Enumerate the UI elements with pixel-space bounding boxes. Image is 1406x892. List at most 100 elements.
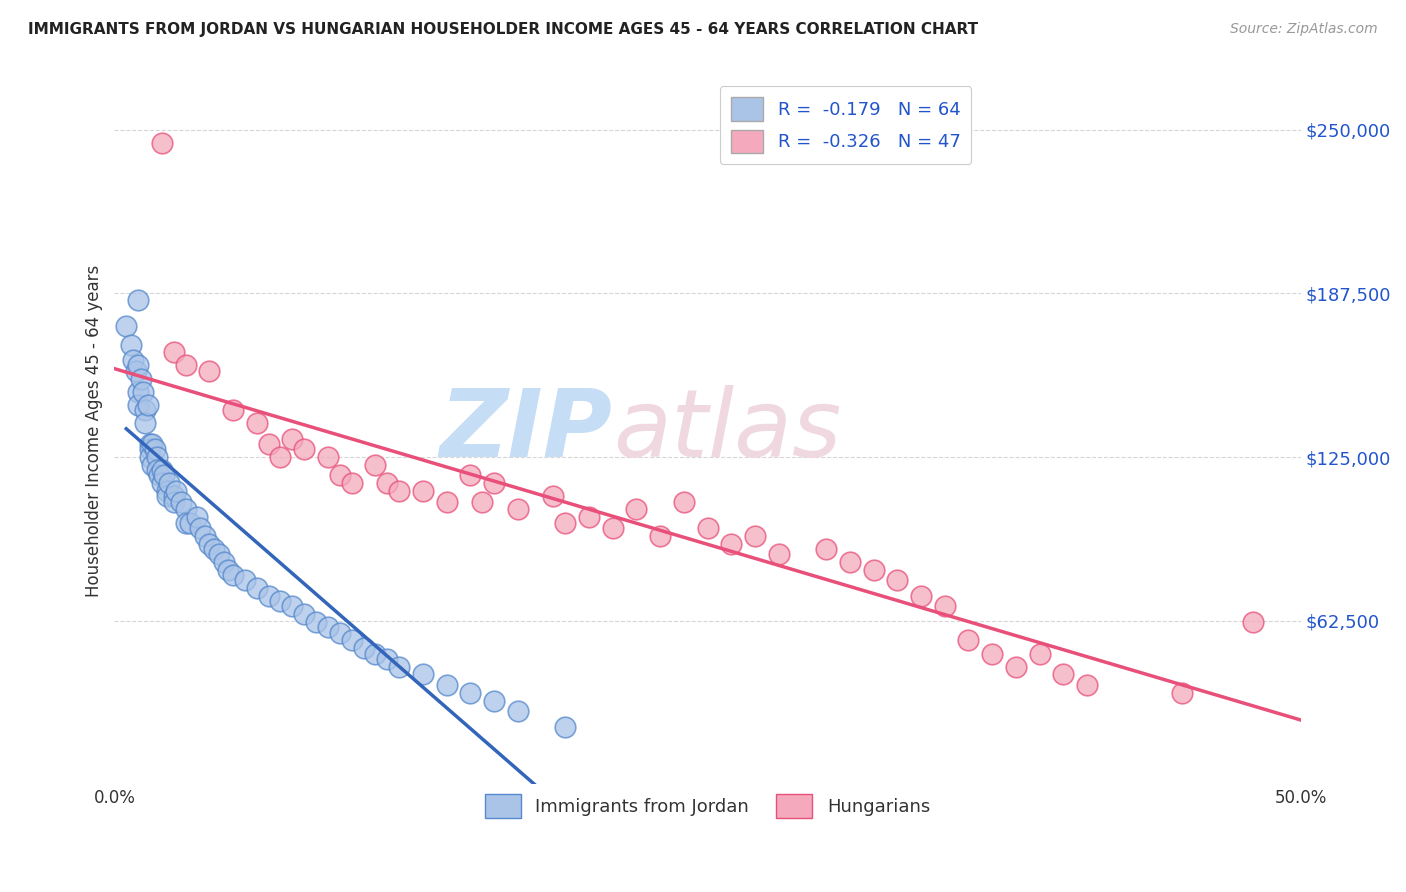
Point xyxy=(163,345,186,359)
Point xyxy=(305,615,328,629)
Point xyxy=(127,293,149,307)
Point xyxy=(1241,615,1264,629)
Point xyxy=(217,563,239,577)
Point xyxy=(934,599,956,614)
Text: atlas: atlas xyxy=(613,385,841,476)
Point xyxy=(981,647,1004,661)
Point xyxy=(412,667,434,681)
Point xyxy=(222,403,245,417)
Point xyxy=(364,647,387,661)
Point xyxy=(862,563,884,577)
Point xyxy=(127,359,149,373)
Point xyxy=(246,416,269,430)
Point xyxy=(165,484,187,499)
Point xyxy=(150,476,173,491)
Text: ZIP: ZIP xyxy=(440,385,613,477)
Point xyxy=(696,521,718,535)
Point xyxy=(146,463,169,477)
Point xyxy=(150,136,173,150)
Point xyxy=(222,568,245,582)
Point xyxy=(150,463,173,477)
Point xyxy=(179,516,201,530)
Point xyxy=(174,359,197,373)
Point xyxy=(340,633,363,648)
Point xyxy=(163,494,186,508)
Point xyxy=(602,521,624,535)
Point xyxy=(388,659,411,673)
Point xyxy=(139,437,162,451)
Point xyxy=(838,555,860,569)
Point xyxy=(120,337,142,351)
Point xyxy=(198,536,221,550)
Point xyxy=(458,686,481,700)
Point xyxy=(134,416,156,430)
Point xyxy=(388,484,411,499)
Point xyxy=(1076,678,1098,692)
Point xyxy=(186,510,208,524)
Point xyxy=(340,476,363,491)
Point xyxy=(281,432,304,446)
Point xyxy=(212,555,235,569)
Point xyxy=(129,371,152,385)
Point xyxy=(141,437,163,451)
Point xyxy=(1171,686,1194,700)
Point xyxy=(155,489,177,503)
Point xyxy=(353,641,375,656)
Point xyxy=(720,536,742,550)
Point xyxy=(412,484,434,499)
Point xyxy=(1005,659,1028,673)
Text: Source: ZipAtlas.com: Source: ZipAtlas.com xyxy=(1230,22,1378,37)
Point xyxy=(471,494,494,508)
Point xyxy=(744,529,766,543)
Point xyxy=(815,541,838,556)
Point xyxy=(257,589,280,603)
Point xyxy=(672,494,695,508)
Point xyxy=(554,516,576,530)
Point xyxy=(292,607,315,622)
Point xyxy=(143,442,166,457)
Point xyxy=(188,521,211,535)
Point xyxy=(139,450,162,464)
Point xyxy=(127,398,149,412)
Point xyxy=(364,458,387,472)
Point xyxy=(436,678,458,692)
Point xyxy=(163,489,186,503)
Point xyxy=(122,353,145,368)
Point xyxy=(125,364,148,378)
Point xyxy=(768,547,790,561)
Point xyxy=(316,450,339,464)
Point xyxy=(127,384,149,399)
Point xyxy=(436,494,458,508)
Point xyxy=(155,484,177,499)
Y-axis label: Householder Income Ages 45 - 64 years: Householder Income Ages 45 - 64 years xyxy=(86,265,103,597)
Point xyxy=(257,437,280,451)
Point xyxy=(193,529,215,543)
Point xyxy=(202,541,225,556)
Point xyxy=(148,468,170,483)
Point xyxy=(554,720,576,734)
Point xyxy=(153,468,176,483)
Point xyxy=(281,599,304,614)
Point xyxy=(648,529,671,543)
Point xyxy=(329,625,352,640)
Point xyxy=(115,319,138,334)
Point xyxy=(174,502,197,516)
Point xyxy=(139,442,162,457)
Point xyxy=(146,450,169,464)
Point xyxy=(208,547,231,561)
Point xyxy=(506,704,529,718)
Point xyxy=(246,581,269,595)
Point xyxy=(136,398,159,412)
Point xyxy=(269,594,291,608)
Point xyxy=(458,468,481,483)
Legend: Immigrants from Jordan, Hungarians: Immigrants from Jordan, Hungarians xyxy=(478,788,938,825)
Point xyxy=(174,516,197,530)
Point xyxy=(233,573,256,587)
Point xyxy=(170,494,193,508)
Point xyxy=(1028,647,1050,661)
Point xyxy=(316,620,339,634)
Point xyxy=(1052,667,1074,681)
Text: IMMIGRANTS FROM JORDAN VS HUNGARIAN HOUSEHOLDER INCOME AGES 45 - 64 YEARS CORREL: IMMIGRANTS FROM JORDAN VS HUNGARIAN HOUS… xyxy=(28,22,979,37)
Point xyxy=(198,364,221,378)
Point xyxy=(626,502,648,516)
